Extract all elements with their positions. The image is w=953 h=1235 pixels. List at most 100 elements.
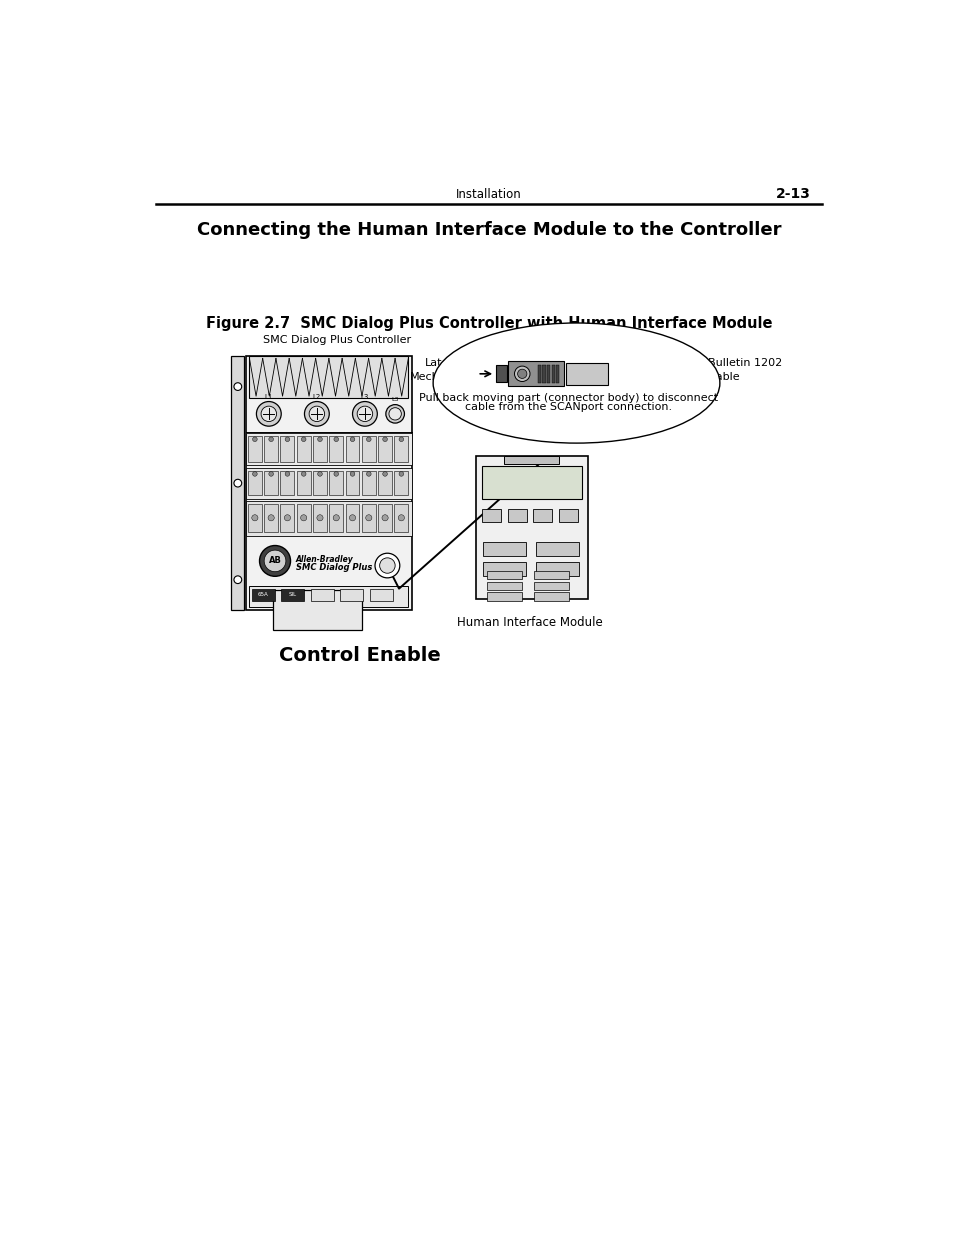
Text: Allen-Bradley: Allen-Bradley [295,555,354,564]
Bar [273,590,361,630]
Bar [245,433,412,466]
Bar [329,436,343,462]
Circle shape [269,472,274,477]
Bar [481,509,500,521]
Circle shape [350,437,355,442]
Circle shape [398,472,403,477]
Circle shape [259,546,291,577]
Bar [249,356,408,399]
Circle shape [309,406,324,421]
Bar [556,364,558,383]
Bar [487,593,521,601]
Bar [565,363,608,384]
Circle shape [233,383,241,390]
Circle shape [284,515,291,521]
Bar [231,356,244,610]
Bar [248,471,261,495]
Bar [487,571,521,579]
Circle shape [350,472,355,477]
Text: Control Enable: Control Enable [278,646,440,666]
Text: L3: L3 [391,398,398,403]
Bar [536,562,578,577]
Bar [534,593,568,601]
Bar [377,471,392,495]
Circle shape [517,369,526,378]
Circle shape [304,401,329,426]
Bar [248,504,261,532]
Circle shape [375,553,399,578]
Circle shape [333,515,339,521]
Text: SMC Dialog Plus Controller: SMC Dialog Plus Controller [262,336,411,346]
Circle shape [381,515,388,521]
Bar [542,364,545,383]
Circle shape [514,366,530,382]
Bar [533,509,552,521]
Bar [503,456,558,464]
Circle shape [233,479,241,487]
Bar [369,589,393,601]
Bar [377,436,392,462]
Bar [483,562,525,577]
Bar [496,366,506,383]
Bar [264,471,278,495]
Bar [264,504,278,532]
Text: L3: L3 [360,394,369,400]
Bar [313,436,327,462]
Circle shape [285,437,290,442]
Bar [508,362,563,387]
Bar [487,582,521,590]
Circle shape [252,515,257,521]
Bar [280,436,294,462]
Bar [394,471,408,495]
Bar [245,356,412,610]
Circle shape [353,401,377,426]
Bar [313,504,327,532]
Ellipse shape [433,324,720,443]
Bar [558,509,578,521]
Circle shape [317,437,322,442]
Circle shape [382,472,387,477]
Bar [361,471,375,495]
Bar [313,471,327,495]
Circle shape [317,472,322,477]
Text: L1: L1 [264,394,273,400]
Text: cable from the SCANport connection.: cable from the SCANport connection. [465,403,672,412]
Circle shape [334,472,338,477]
Text: Human Interface Module: Human Interface Module [456,616,602,630]
Bar [280,504,294,532]
Bar [476,456,587,599]
Bar [296,471,311,495]
Text: Pull back moving part (connector body) to disconnect: Pull back moving part (connector body) t… [418,393,718,403]
Circle shape [366,472,371,477]
Bar [507,509,526,521]
Text: Bulletin 1202
Cable: Bulletin 1202 Cable [707,358,781,382]
Bar [345,504,359,532]
Bar [249,585,408,608]
Bar [537,364,540,383]
Circle shape [316,515,323,521]
Text: 65A: 65A [257,593,269,598]
Text: Installation: Installation [456,188,521,201]
Bar [281,589,304,601]
Bar [546,364,550,383]
Bar [245,468,412,499]
Circle shape [356,406,373,421]
Bar [252,589,274,601]
Text: AB: AB [269,557,281,566]
Circle shape [268,515,274,521]
Bar [345,436,359,462]
Circle shape [349,515,355,521]
Bar [280,471,294,495]
Text: SMC Dialog Plus: SMC Dialog Plus [295,563,372,572]
Bar [311,589,334,601]
Bar [296,436,311,462]
Circle shape [382,437,387,442]
Bar [329,504,343,532]
Bar [361,504,375,532]
Bar [345,471,359,495]
Text: 2-13: 2-13 [775,188,810,201]
Bar [340,589,363,601]
Bar [534,582,568,590]
Circle shape [366,437,371,442]
Circle shape [301,437,306,442]
